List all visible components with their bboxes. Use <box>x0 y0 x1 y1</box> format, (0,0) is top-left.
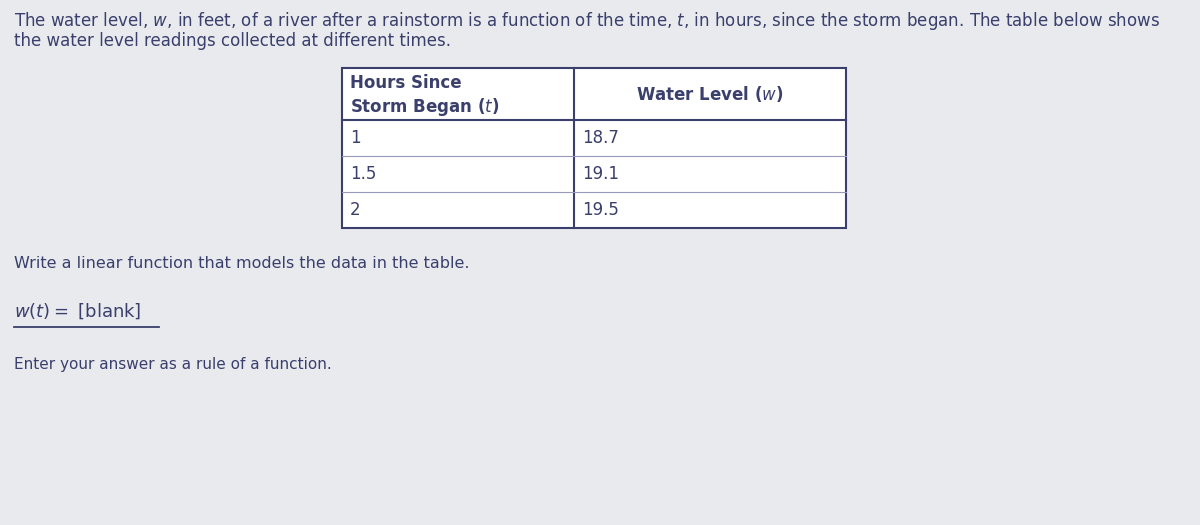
Text: The water level, $w$, in feet, of a river after a rainstorm is a function of the: The water level, $w$, in feet, of a rive… <box>14 10 1160 32</box>
Text: 19.1: 19.1 <box>582 165 619 183</box>
Text: 2: 2 <box>350 201 361 219</box>
Text: 1: 1 <box>350 129 361 147</box>
Text: $w(t) =$ [blank]: $w(t) =$ [blank] <box>14 301 142 321</box>
Text: 18.7: 18.7 <box>582 129 619 147</box>
Text: 1.5: 1.5 <box>350 165 377 183</box>
Text: Water Level ($w$): Water Level ($w$) <box>636 84 784 104</box>
Text: Enter your answer as a rule of a function.: Enter your answer as a rule of a functio… <box>14 357 331 372</box>
Text: Hours Since: Hours Since <box>350 74 462 92</box>
Text: 19.5: 19.5 <box>582 201 619 219</box>
Text: the water level readings collected at different times.: the water level readings collected at di… <box>14 32 451 50</box>
Text: Storm Began ($t$): Storm Began ($t$) <box>350 96 499 118</box>
Bar <box>342 68 846 228</box>
Text: Write a linear function that models the data in the table.: Write a linear function that models the … <box>14 256 469 271</box>
